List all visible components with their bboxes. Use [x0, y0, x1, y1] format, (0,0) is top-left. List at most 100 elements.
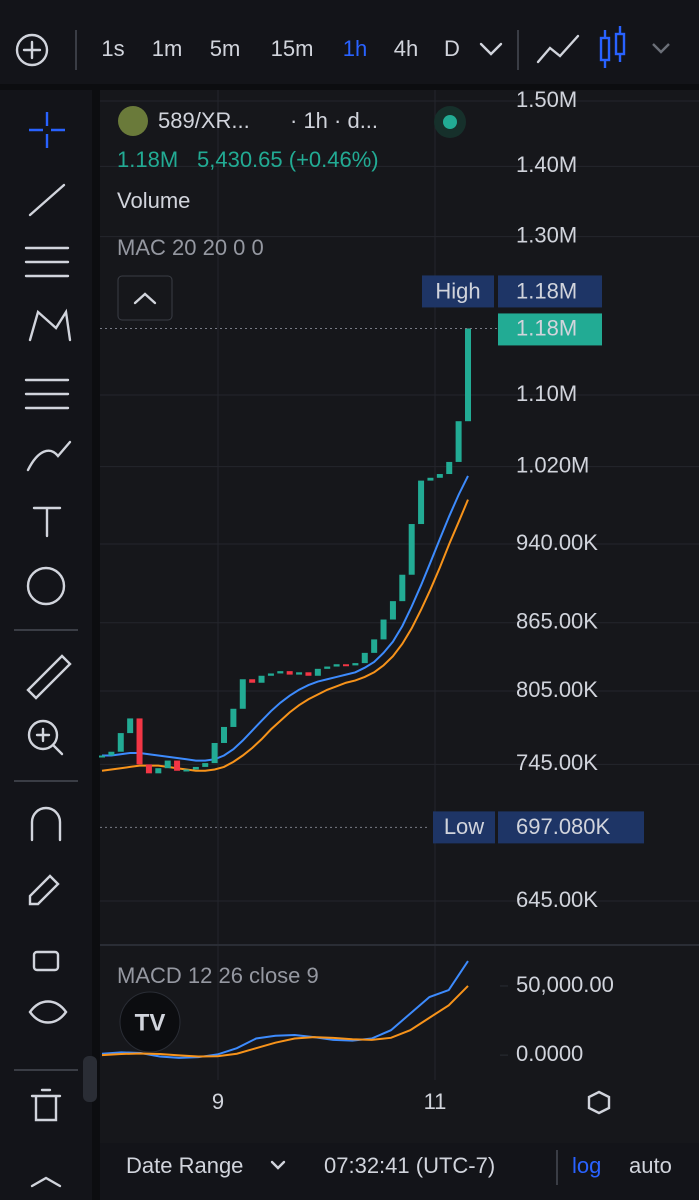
candle — [305, 672, 312, 676]
y-tick-label: 745.00K — [516, 750, 598, 775]
candle — [436, 474, 443, 478]
candle-icon[interactable] — [599, 26, 626, 68]
high-value-tag — [498, 275, 602, 308]
layers-tool[interactable] — [30, 1176, 62, 1188]
candle — [155, 768, 162, 774]
candle — [192, 766, 199, 770]
pattern-tool[interactable] — [28, 308, 72, 342]
ruler-tool[interactable] — [26, 654, 72, 700]
logo-mark: TV — [135, 1009, 166, 1036]
emoji-tool[interactable] — [26, 566, 66, 606]
x-tick-label: 9 — [212, 1089, 224, 1114]
candle — [258, 675, 265, 683]
date-range[interactable]: Date Range — [126, 1153, 243, 1178]
clock: 07:32:41 (UTC-7) — [324, 1153, 495, 1178]
macd-line — [101, 960, 469, 1059]
interval: · 1h · d... — [290, 108, 378, 133]
y-tick-label: 805.00K — [516, 677, 598, 702]
lock-tool[interactable] — [32, 950, 60, 972]
last-price-tag — [498, 313, 602, 346]
interval-dropdown[interactable] — [479, 42, 503, 56]
y-tick-label: 1.50M — [516, 87, 577, 112]
candle — [267, 673, 274, 676]
auto-toggle[interactable]: auto — [629, 1153, 672, 1178]
collapse-legend[interactable] — [117, 275, 173, 321]
interval-option[interactable]: 1m — [152, 36, 183, 61]
delete-tool[interactable] — [30, 1088, 62, 1122]
fib-tool[interactable] — [24, 246, 70, 278]
candle — [418, 480, 425, 525]
candle — [446, 461, 453, 475]
candle — [117, 733, 124, 752]
candle — [324, 666, 331, 669]
candle — [286, 671, 293, 675]
candle — [352, 663, 359, 666]
candle — [465, 328, 471, 422]
chart-type-dropdown[interactable] — [652, 43, 670, 54]
date-range-dropdown — [270, 1160, 286, 1170]
interval-option[interactable]: D — [444, 36, 460, 61]
status-dot — [443, 115, 457, 129]
y-tick-label: 1.10M — [516, 381, 577, 406]
ma-label: MAC 20 20 0 0 — [117, 235, 264, 260]
settings[interactable] — [587, 1090, 611, 1115]
candle — [277, 671, 284, 674]
candle — [108, 751, 115, 756]
y-tick-label: 1.30M — [516, 222, 577, 247]
moving-average — [101, 499, 469, 772]
symbol-icon — [118, 106, 148, 136]
low-tag — [433, 811, 495, 844]
text-tool[interactable] — [32, 506, 62, 538]
volume-label: Volume — [117, 188, 190, 213]
symbol[interactable]: 589/XR... — [158, 108, 250, 133]
collapse-toolbar[interactable] — [83, 1056, 97, 1102]
macd-title: MACD 12 26 close 9 — [117, 963, 319, 988]
candle — [389, 601, 396, 620]
interval-option[interactable]: 1s — [101, 36, 124, 61]
drawing-toolbar — [0, 90, 92, 1200]
interval-option[interactable]: 15m — [271, 36, 314, 61]
projection-tool[interactable] — [24, 378, 70, 410]
y-tick-label: 0.0000 — [516, 1041, 583, 1066]
x-tick-label: 11 — [424, 1089, 447, 1114]
candle — [408, 524, 415, 575]
candle — [249, 679, 256, 683]
visibility-tool[interactable] — [28, 1000, 68, 1024]
y-tick-label: 940.00K — [516, 530, 598, 555]
y-tick-label: 50,000.00 — [516, 972, 614, 997]
interval-option[interactable]: 5m — [210, 36, 241, 61]
candle — [136, 718, 143, 765]
log-toggle[interactable]: log — [572, 1153, 601, 1178]
magnet-tool[interactable] — [30, 806, 62, 842]
candle — [239, 679, 246, 709]
candle — [296, 672, 303, 675]
interval-option[interactable]: 4h — [394, 36, 418, 61]
candle — [164, 760, 171, 769]
trendline-tool[interactable] — [28, 183, 66, 217]
add-button[interactable] — [15, 33, 49, 67]
candle — [343, 664, 349, 667]
add-icon — [22, 40, 42, 60]
y-tick-label: 1.020M — [516, 452, 589, 477]
line-chart-icon[interactable] — [536, 34, 580, 64]
low-value-tag — [498, 811, 644, 844]
price: 1.18M — [117, 147, 178, 172]
high-tag — [422, 275, 494, 308]
top-bar — [0, 0, 699, 84]
crosshair-tool[interactable] — [29, 112, 65, 148]
low-label: Low — [444, 814, 484, 839]
brush-tool[interactable] — [26, 440, 72, 472]
interval-option[interactable]: 1h — [343, 36, 367, 61]
candle — [145, 764, 152, 774]
candle — [427, 477, 434, 481]
candle — [333, 664, 340, 667]
candle — [221, 726, 227, 743]
zoom-tool[interactable] — [27, 719, 59, 751]
lock-draw-tool[interactable] — [28, 874, 60, 906]
chart-panel — [100, 90, 699, 1143]
bottom-bar — [100, 1143, 699, 1200]
candle — [380, 619, 387, 640]
y-tick-label: 865.00K — [516, 609, 598, 634]
